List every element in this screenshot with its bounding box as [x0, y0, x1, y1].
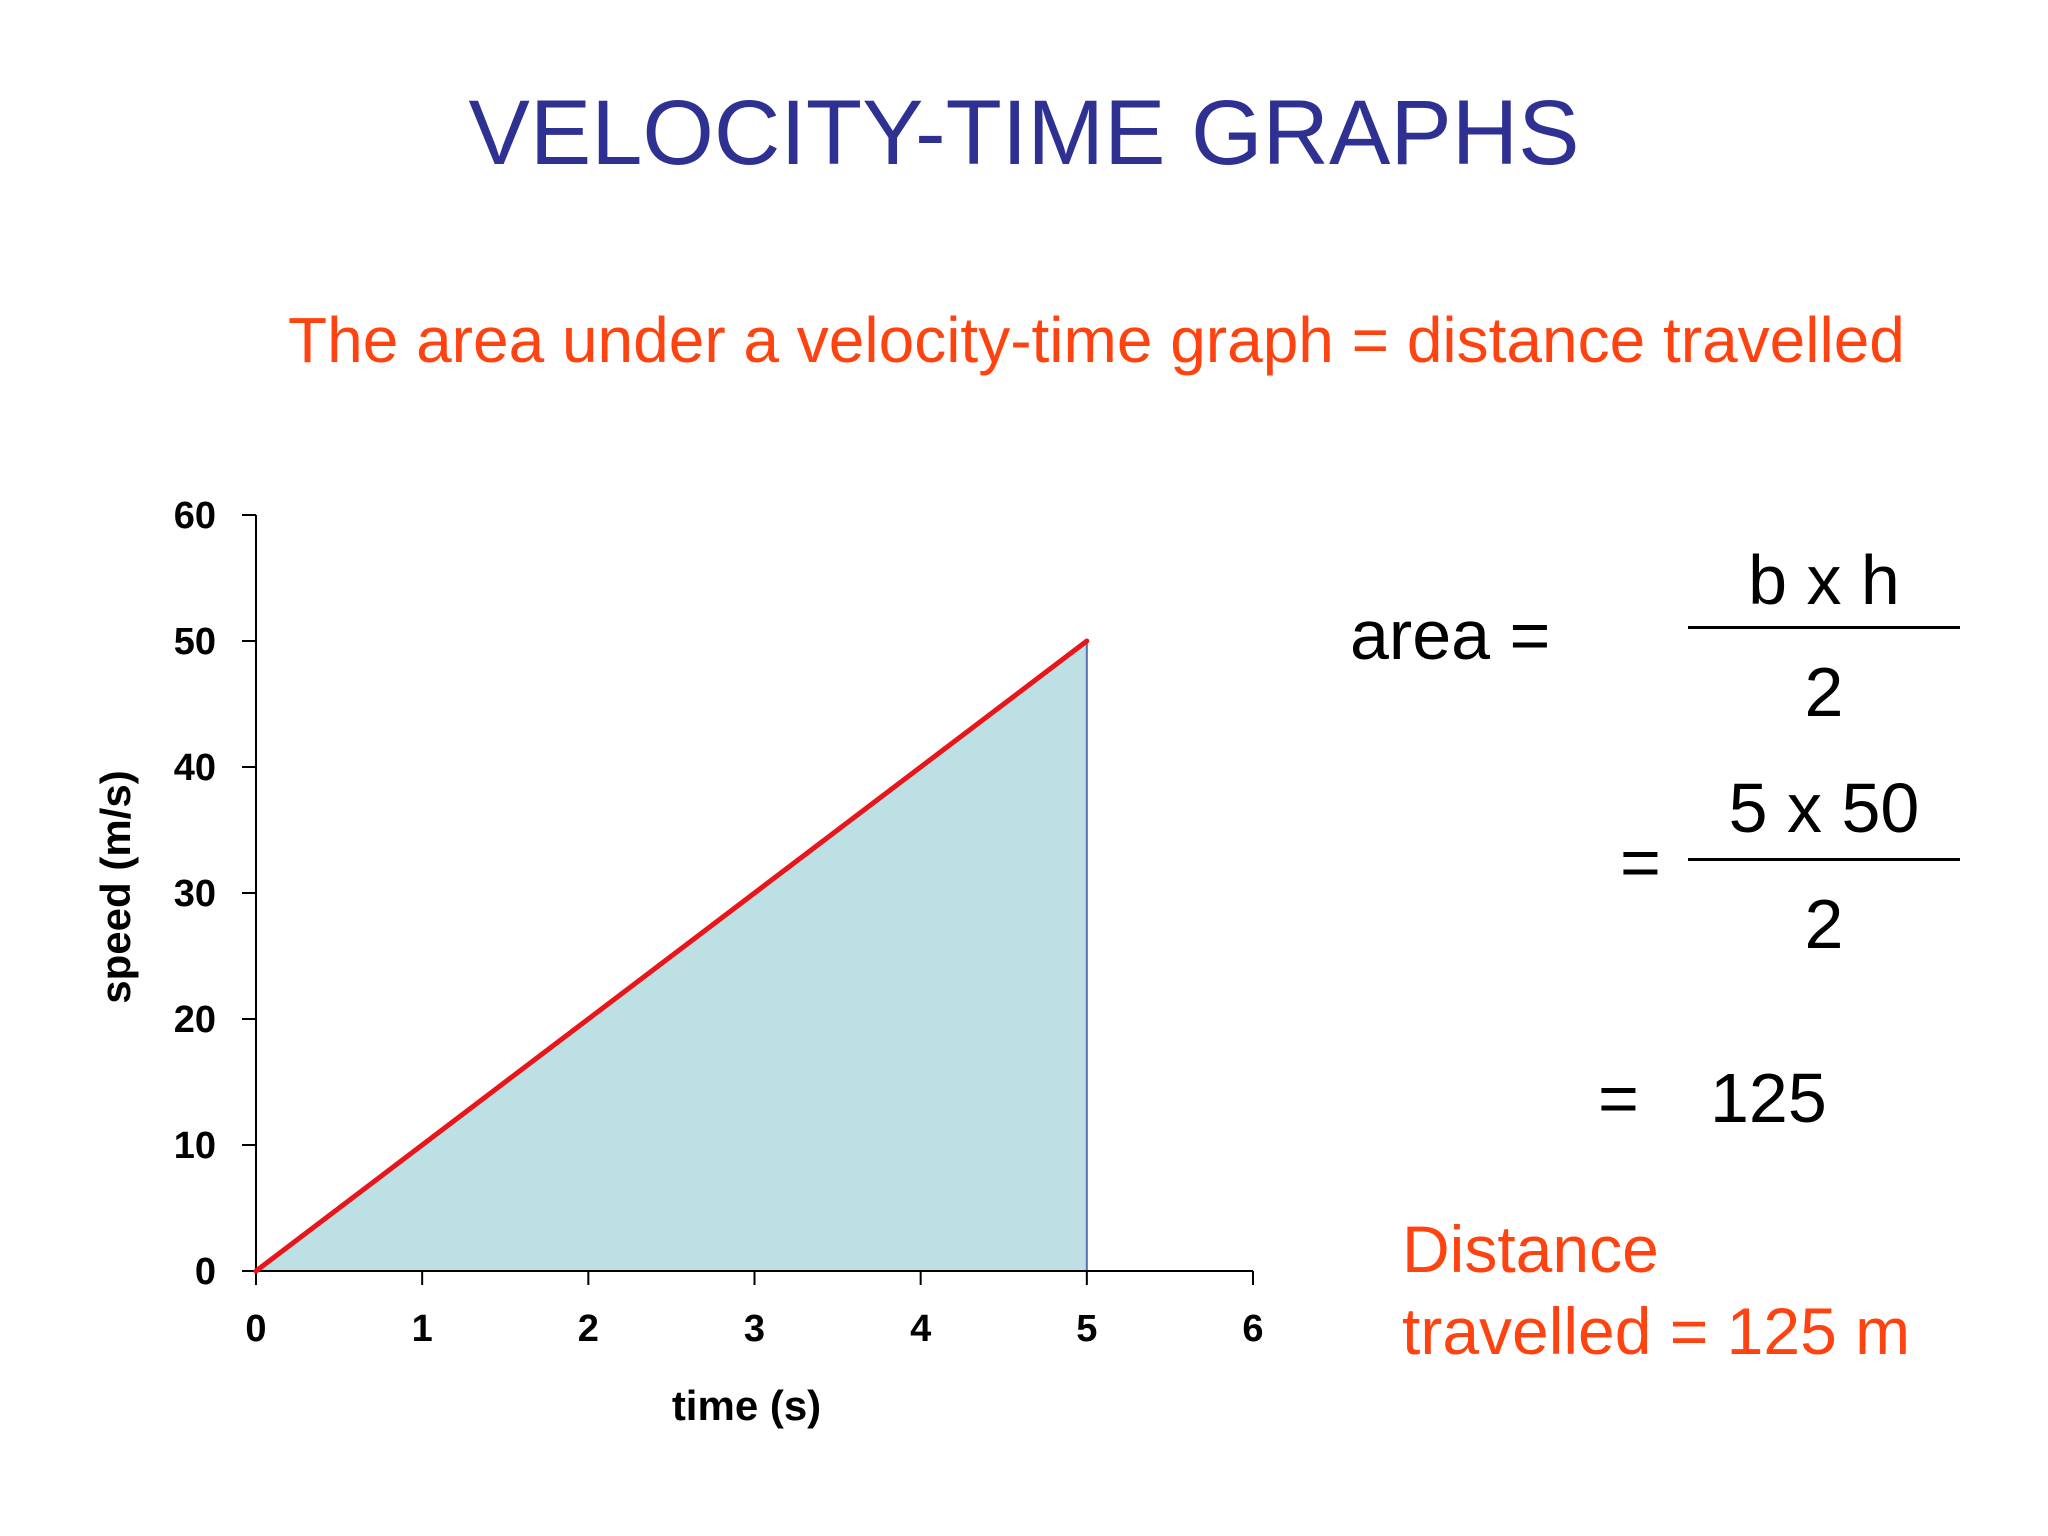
values-numerator: 5 x 50: [1728, 769, 1920, 847]
y-axis-title: speed (m/s): [92, 770, 139, 1003]
area-statement: The area under a velocity-time graph = d…: [288, 304, 1905, 376]
formula-denominator: 2: [1804, 653, 1844, 731]
equals-sign-2: =: [1598, 1059, 1639, 1137]
y-tick-label: 20: [174, 999, 216, 1041]
formula-fraction-bar: [1688, 626, 1960, 629]
area-label: area =: [1350, 596, 1551, 674]
distance-conclusion: Distance travelled = 125 m: [1402, 1208, 1910, 1372]
values-denominator: 2: [1804, 885, 1844, 963]
formula-numerator: b x h: [1748, 541, 1900, 619]
y-tick-label: 60: [174, 495, 216, 537]
x-tick-label: 1: [412, 1308, 433, 1350]
x-tick-label: 0: [245, 1308, 266, 1350]
y-tick-label: 30: [174, 873, 216, 915]
y-tick-label: 40: [174, 747, 216, 789]
y-tick-label: 0: [195, 1251, 216, 1293]
y-tick-label: 50: [174, 621, 216, 663]
conclusion-line-1: Distance: [1402, 1212, 1659, 1286]
page-title: VELOCITY-TIME GRAPHS: [468, 82, 1580, 184]
x-tick-label: 4: [910, 1308, 931, 1350]
result-value: 125: [1710, 1059, 1827, 1137]
conclusion-line-2: travelled = 125 m: [1402, 1294, 1911, 1368]
x-tick-label: 5: [1076, 1308, 1097, 1350]
x-tick-label: 2: [578, 1308, 599, 1350]
speed-line: [253, 638, 1090, 1274]
equals-sign-1: =: [1620, 823, 1661, 901]
y-tick-label: 10: [174, 1125, 216, 1167]
values-fraction-bar: [1688, 858, 1960, 861]
x-tick-label: 3: [744, 1308, 765, 1350]
x-axis-title: time (s): [672, 1382, 821, 1429]
x-tick-label: 6: [1242, 1308, 1263, 1350]
